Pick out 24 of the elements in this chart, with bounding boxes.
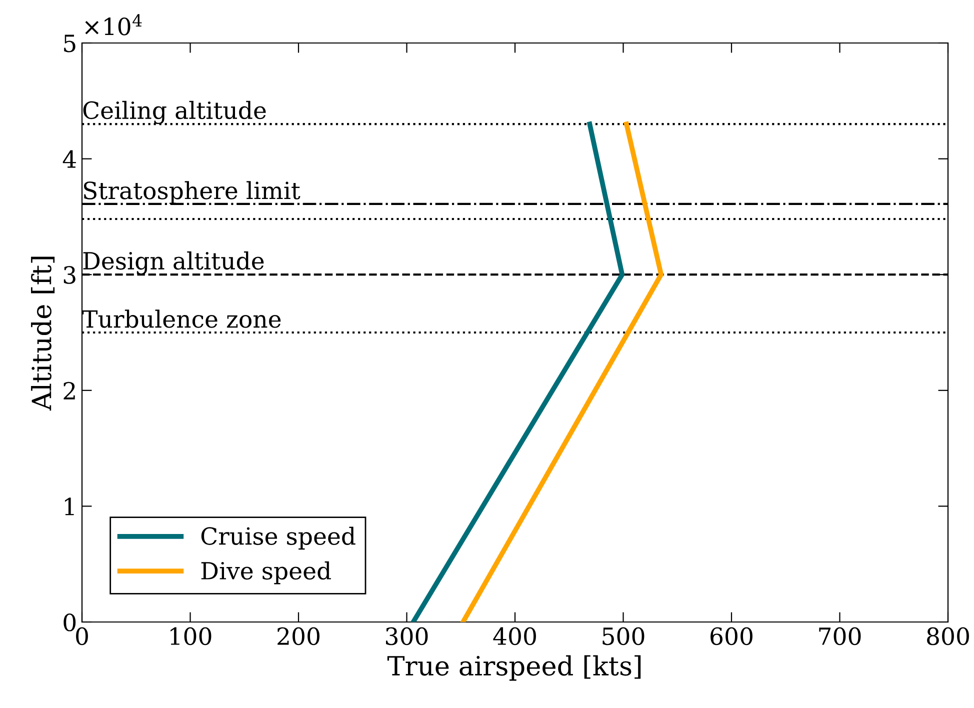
legend-label: Dive speed — [201, 561, 331, 584]
ref-line-label: Turbulence zone — [82, 310, 281, 328]
y-tick-label: 1 — [65, 498, 74, 516]
y-tick-label: 3 — [64, 266, 76, 284]
ref-line-label: Stratosphere limit — [84, 181, 300, 204]
x-tick-label: 500 — [602, 627, 644, 646]
x-tick-label: 800 — [927, 627, 969, 646]
text: ×10$^{4}$ — [85, 14, 142, 36]
y-tick-label: 0 — [64, 613, 76, 632]
x-tick-label: 300 — [386, 627, 428, 646]
x-tick-label: 400 — [493, 627, 536, 646]
y-tick-label: 4 — [62, 150, 76, 168]
x-tick-label: 700 — [819, 627, 861, 646]
x-axis-title: True airspeed [kts] — [387, 655, 641, 681]
ref-line-label: Design altitude — [83, 251, 264, 275]
y-tick-label: 5 — [64, 34, 76, 52]
legend-label: Cruise speed — [201, 526, 356, 550]
x-tick-label: 600 — [710, 627, 752, 646]
x-tick-label: 100 — [170, 627, 212, 646]
ref-line-label: Ceiling altitude — [83, 100, 266, 124]
y-axis-title: Altitude [ft] — [31, 256, 55, 411]
y-tick-label: 2 — [64, 382, 75, 400]
x-tick-label: 200 — [278, 627, 320, 646]
x-tick-label: 0 — [76, 627, 88, 646]
